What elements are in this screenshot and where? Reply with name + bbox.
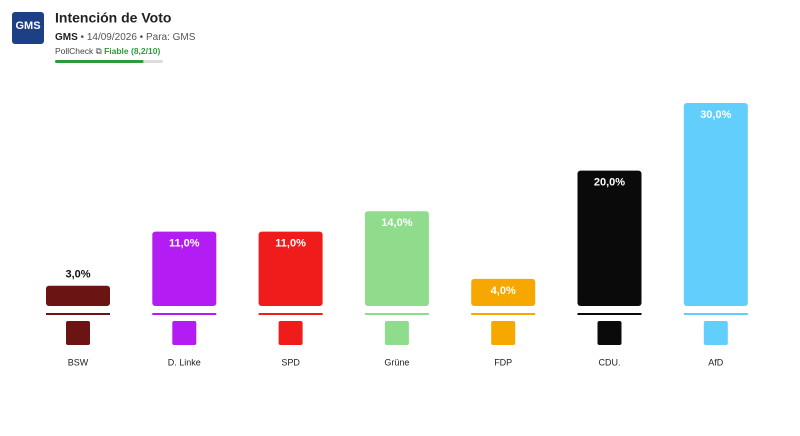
- party-icon: [384, 321, 409, 345]
- date: 14/09/2026: [87, 32, 137, 43]
- bar: [577, 170, 642, 306]
- value-label: 30,0%: [700, 109, 731, 121]
- x-tick-label: SPD: [281, 357, 300, 367]
- x-tick-label: CDU.: [599, 357, 621, 367]
- party-icon: [278, 321, 303, 345]
- separator: •: [78, 32, 87, 43]
- x-tick-label: AfD: [708, 357, 724, 367]
- client: Para: GMS: [146, 32, 196, 43]
- value-label: 3,0%: [65, 269, 90, 281]
- value-label: 11,0%: [275, 237, 306, 249]
- value-label: 11,0%: [169, 237, 200, 249]
- party-icon: [491, 321, 516, 345]
- chart-title: Intención de Voto: [55, 10, 171, 26]
- progress-fill: [55, 60, 144, 63]
- logo: [12, 12, 44, 44]
- logo-text: GMS: [15, 20, 40, 32]
- bar: [258, 231, 323, 306]
- source: GMS: [55, 32, 78, 43]
- value-label: 20,0%: [594, 177, 625, 189]
- pollcheck: PollCheck ⧉ Fiable (8,2/10): [55, 46, 160, 56]
- bar: [471, 278, 536, 306]
- party-icon: [172, 321, 197, 345]
- rating: Fiable (8,2/10): [104, 46, 160, 56]
- external-icon: ⧉: [93, 46, 104, 56]
- separator: •: [137, 32, 146, 43]
- value-label: 14,0%: [381, 217, 412, 229]
- subtitle: GMS • 14/09/2026 • Para: GMS: [55, 32, 196, 43]
- x-tick-label: BSW: [68, 357, 89, 367]
- party-icon: [597, 321, 622, 345]
- x-tick-label: FDP: [494, 357, 512, 367]
- party-icon: [66, 321, 90, 345]
- pollcheck-link[interactable]: PollCheck: [55, 46, 94, 56]
- x-tick-label: D. Linke: [168, 357, 201, 367]
- bar: [152, 231, 217, 306]
- party-icon: [703, 321, 728, 345]
- value-label: 4,0%: [491, 285, 516, 297]
- bar: [46, 285, 110, 306]
- bar: [364, 211, 429, 306]
- bar: [683, 103, 748, 306]
- x-tick-label: Grüne: [384, 357, 409, 367]
